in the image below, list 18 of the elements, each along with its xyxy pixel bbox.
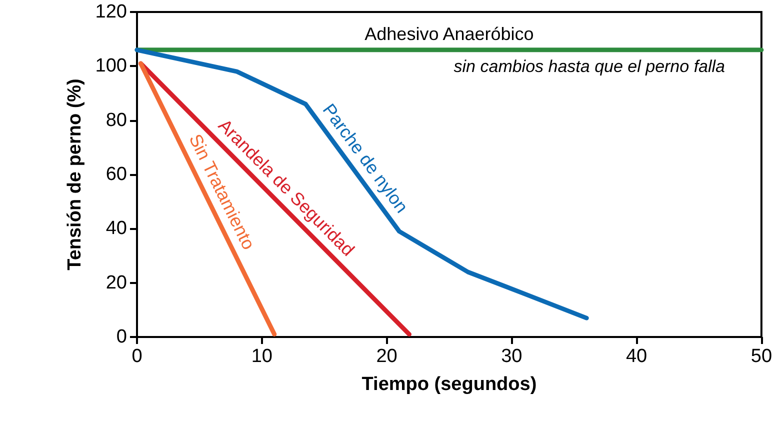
y-tick-label: 40 bbox=[106, 218, 127, 240]
x-tick-label: 20 bbox=[376, 346, 398, 367]
y-tick-label: 100 bbox=[95, 56, 127, 77]
x-tick-label: 10 bbox=[251, 346, 272, 367]
x-tick-label: 30 bbox=[501, 346, 522, 367]
y-tick-label: 60 bbox=[106, 164, 127, 185]
x-tick-label: 40 bbox=[626, 346, 648, 367]
y-tick-label: 120 bbox=[95, 2, 127, 22]
x-tick-label: 50 bbox=[750, 346, 772, 367]
series-label: Adhesivo Anaeróbico bbox=[364, 24, 534, 44]
line-series bbox=[134, 48, 589, 320]
y-tick-label: 20 bbox=[106, 272, 127, 294]
y-tick-label: 80 bbox=[106, 110, 127, 131]
y-tick-label: 0 bbox=[116, 326, 127, 348]
x-tick-label: 0 bbox=[132, 346, 142, 367]
x-axis-title: Tiempo (segundos) bbox=[362, 374, 537, 395]
annotation: sin cambios hasta que el perno falla bbox=[454, 57, 726, 76]
y-axis-title: Tensión de perno (%) bbox=[64, 78, 86, 270]
